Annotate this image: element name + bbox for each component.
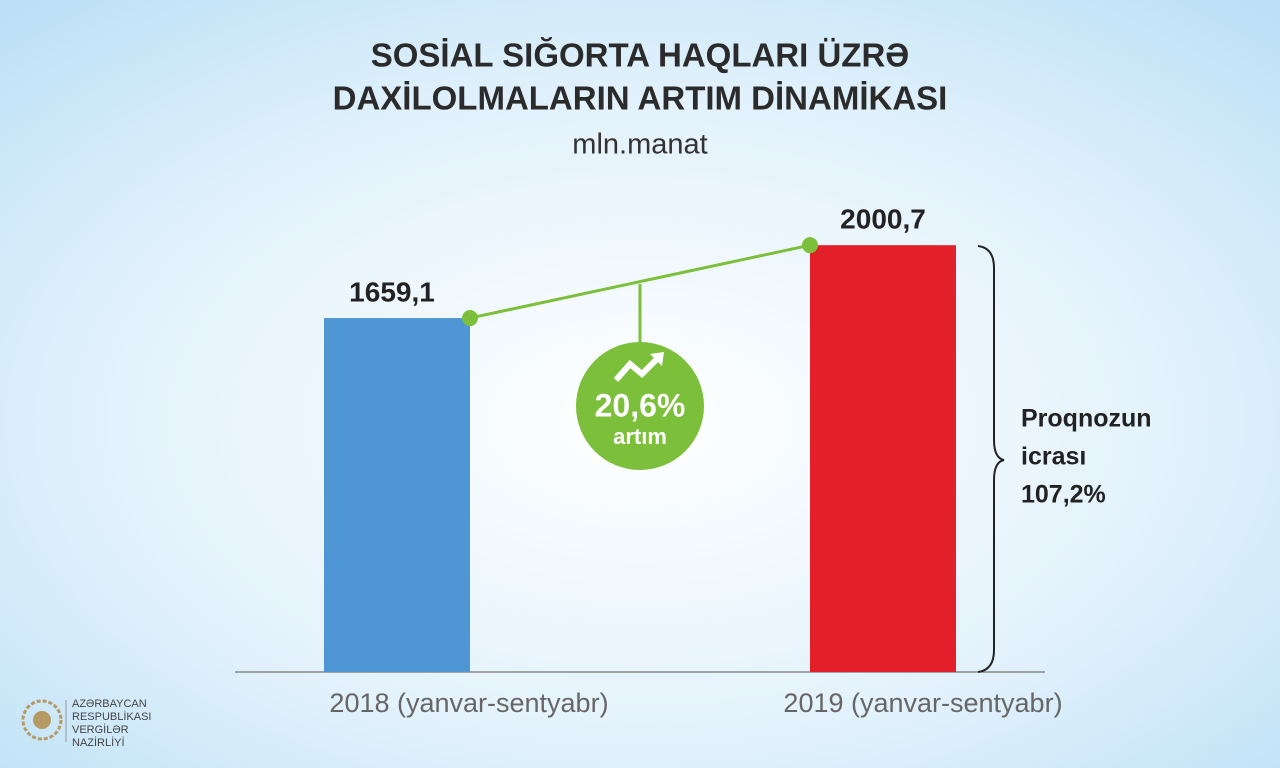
logo-text: VERGİLƏR bbox=[72, 723, 129, 736]
x-tick-label: 2019 (yanvar-sentyabr) bbox=[783, 688, 1062, 718]
value-label: 2000,7 bbox=[840, 204, 926, 235]
logo-text: RESPUBLİKASI bbox=[72, 710, 151, 723]
chart-title: SOSİAL SIĞORTA HAQLARI ÜZRƏ bbox=[371, 37, 910, 74]
growth-icon bbox=[613, 355, 661, 382]
value-label: 1659,1 bbox=[349, 276, 435, 307]
growth-point bbox=[802, 237, 818, 254]
bar bbox=[324, 318, 470, 672]
x-tick-label: 2018 (yanvar-sentyabr) bbox=[329, 688, 608, 718]
forecast-text: Proqnozun bbox=[1021, 405, 1152, 433]
growth-badge bbox=[576, 342, 704, 470]
logo-emblem-center bbox=[33, 711, 51, 729]
growth-icon-head bbox=[650, 352, 664, 366]
growth-point bbox=[462, 310, 478, 327]
bar bbox=[810, 245, 956, 672]
brace bbox=[977, 245, 1005, 673]
chart-title: DAXİLOLMALARIN ARTIM DİNAMİKASI bbox=[333, 80, 948, 117]
growth-label: artım bbox=[613, 424, 667, 449]
logo-emblem bbox=[21, 699, 63, 741]
marks: 1659,1 2018 (yanvar-sentyabr) 2000,7 2019 (… bbox=[324, 204, 1063, 718]
logo-text: NAZİRLİYİ bbox=[72, 736, 125, 749]
forecast-text: 107,2% bbox=[1021, 481, 1106, 509]
logo-text: AZƏRBAYCAN bbox=[72, 698, 147, 710]
growth-line bbox=[469, 243, 811, 320]
growth-value: 20,6% bbox=[595, 387, 686, 423]
forecast-text: icrası bbox=[1021, 443, 1086, 471]
chart-subtitle: mln.manat bbox=[572, 129, 707, 161]
